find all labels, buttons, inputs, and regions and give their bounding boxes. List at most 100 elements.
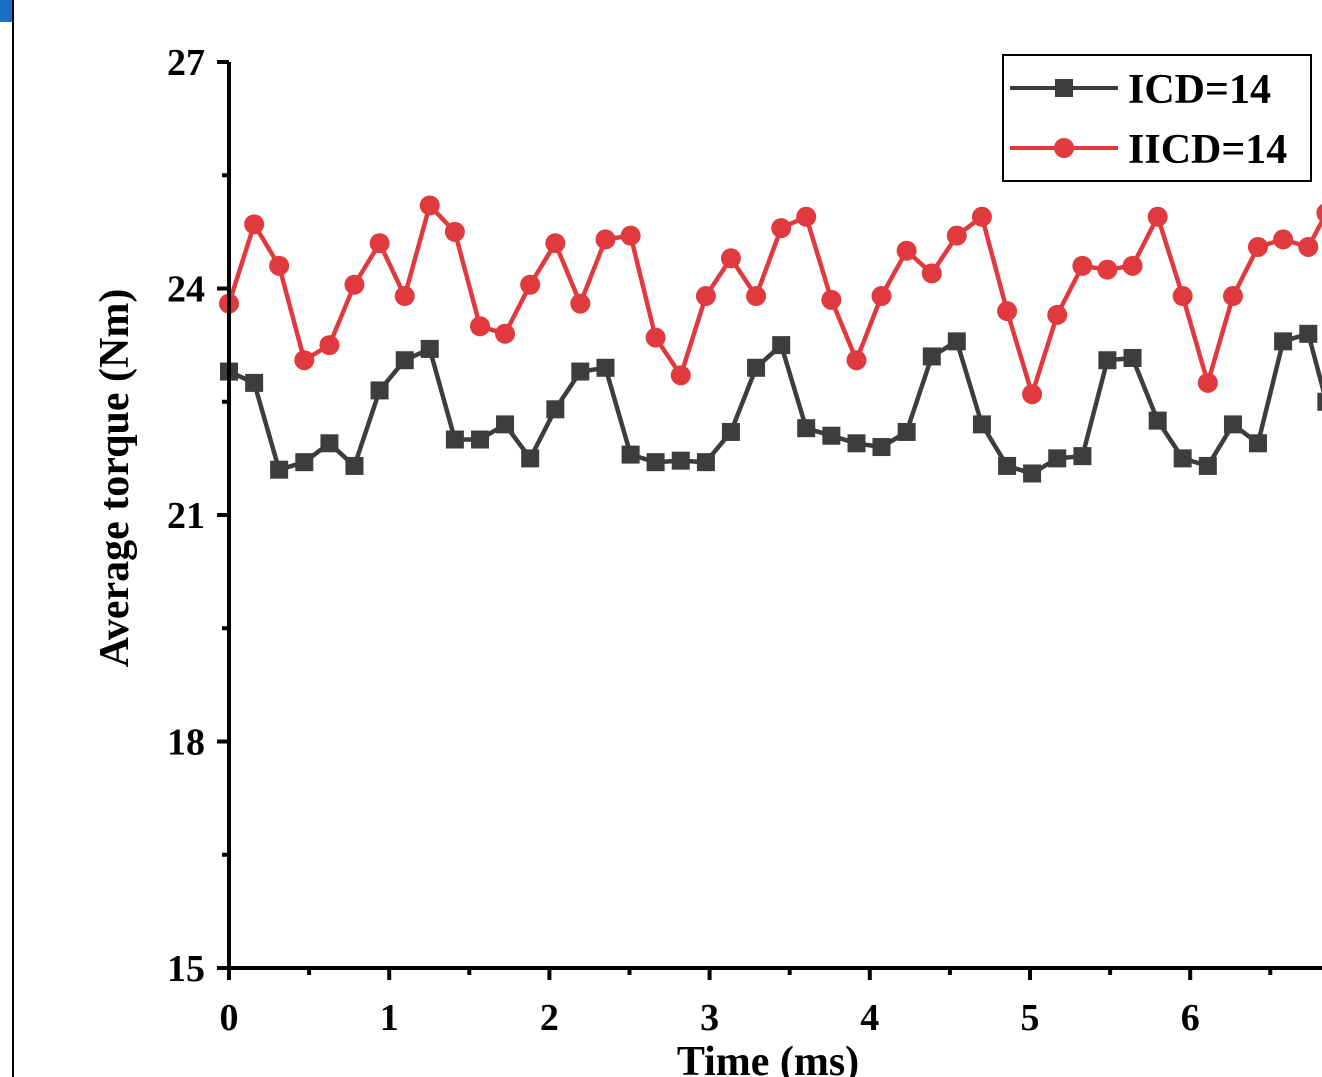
data-point-iicd-14	[1047, 304, 1068, 325]
data-point-iicd-14	[645, 327, 666, 348]
y-tick-label: 18	[167, 722, 205, 764]
data-point-icd-14	[872, 438, 891, 457]
data-point-iicd-14	[1298, 236, 1319, 257]
legend-marker-icd	[1055, 79, 1073, 97]
data-point-iicd-14	[695, 286, 716, 307]
data-point-iicd-14	[1316, 204, 1322, 222]
data-point-icd-14	[245, 373, 264, 392]
y-axis-ticks: 15 18 21 24 27	[167, 42, 229, 990]
data-point-iicd-14	[720, 248, 741, 269]
data-point-icd-14	[521, 449, 540, 468]
data-point-icd-14	[1048, 449, 1067, 468]
data-point-iicd-14	[821, 289, 842, 310]
x-tick-label: 2	[540, 997, 559, 1039]
x-tick-label: 0	[220, 997, 239, 1039]
data-point-icd-14	[772, 336, 791, 355]
data-point-iicd-14	[1197, 372, 1218, 393]
left-edge-blue-block	[0, 0, 13, 22]
x-tick-label: 5	[1021, 997, 1040, 1039]
data-point-icd-14	[1223, 415, 1242, 434]
data-point-iicd-14	[369, 233, 390, 254]
data-point-icd-14	[1198, 456, 1217, 475]
data-point-iicd-14	[1097, 259, 1118, 280]
legend: ICD=14 IICD=14	[1002, 54, 1312, 182]
series-layer	[219, 195, 1322, 483]
data-point-iicd-14	[269, 255, 290, 276]
data-point-icd-14	[345, 456, 364, 475]
data-point-icd-14	[947, 332, 966, 351]
data-point-icd-14	[546, 400, 565, 419]
data-point-icd-14	[671, 451, 690, 470]
data-point-iicd-14	[545, 233, 566, 254]
data-point-iicd-14	[871, 286, 892, 307]
data-point-icd-14	[998, 456, 1017, 475]
left-edge-strip	[0, 0, 14, 1077]
data-point-iicd-14	[921, 263, 942, 284]
data-point-iicd-14	[244, 214, 265, 235]
legend-box	[1002, 54, 1312, 182]
data-point-iicd-14	[1122, 255, 1143, 276]
data-point-iicd-14	[1147, 206, 1168, 227]
data-point-icd-14	[395, 351, 414, 370]
data-point-icd-14	[621, 445, 640, 464]
data-point-icd-14	[295, 453, 314, 472]
data-point-iicd-14	[997, 301, 1018, 322]
data-point-iicd-14	[595, 229, 616, 250]
data-point-icd-14	[1148, 411, 1167, 430]
data-point-icd-14	[696, 453, 715, 472]
data-point-icd-14	[922, 347, 941, 366]
data-point-iicd-14	[896, 240, 917, 261]
y-tick-label: 21	[167, 495, 205, 537]
y-tick-label: 27	[167, 42, 205, 84]
data-point-icd-14	[897, 422, 916, 441]
data-point-icd-14	[747, 358, 766, 377]
data-point-iicd-14	[1222, 286, 1243, 307]
x-tick-label: 3	[700, 997, 719, 1039]
data-point-iicd-14	[771, 218, 792, 239]
legend-label-icd: ICD=14	[1128, 67, 1271, 113]
data-point-iicd-14	[746, 286, 767, 307]
data-point-iicd-14	[1072, 255, 1093, 276]
data-point-iicd-14	[670, 365, 691, 386]
data-point-icd-14	[1299, 324, 1318, 343]
data-point-icd-14	[1248, 434, 1267, 453]
data-point-iicd-14	[971, 206, 992, 227]
data-point-iicd-14	[570, 293, 591, 314]
data-point-icd-14	[1173, 449, 1192, 468]
data-point-icd-14	[571, 362, 590, 381]
data-point-iicd-14	[1172, 286, 1193, 307]
data-point-icd-14	[1274, 332, 1293, 351]
data-point-icd-14	[1317, 392, 1322, 411]
data-point-icd-14	[420, 339, 439, 358]
data-point-iicd-14	[495, 323, 516, 344]
data-point-iicd-14	[520, 274, 541, 295]
data-point-icd-14	[370, 381, 389, 400]
data-point-icd-14	[270, 460, 289, 479]
x-tick-label: 4	[860, 997, 879, 1039]
data-point-iicd-14	[796, 206, 817, 227]
series-line-icd-14	[228, 331, 1322, 476]
x-axis-title: Time (ms)	[677, 1039, 859, 1077]
legend-marker-iicd	[1054, 138, 1074, 158]
data-point-icd-14	[721, 422, 740, 441]
series-icd-14	[220, 324, 1322, 483]
data-point-icd-14	[496, 415, 515, 434]
data-point-icd-14	[320, 434, 339, 453]
x-tick-label: 6	[1181, 997, 1200, 1039]
y-tick-label: 24	[167, 269, 205, 311]
data-point-icd-14	[1123, 348, 1142, 367]
y-tick-label: 15	[167, 948, 205, 990]
data-point-iicd-14	[319, 335, 340, 356]
data-point-iicd-14	[344, 274, 365, 295]
y-axis-title: Average torque (Nm)	[92, 289, 138, 668]
data-point-icd-14	[596, 358, 615, 377]
data-point-icd-14	[646, 453, 665, 472]
data-point-icd-14	[1023, 464, 1042, 483]
data-point-icd-14	[822, 426, 841, 445]
legend-label-iicd: IICD=14	[1128, 127, 1287, 173]
x-axis-ticks: 0 1 2 3 4 5 6	[220, 968, 1273, 1039]
data-point-icd-14	[797, 419, 816, 438]
x-tick-label: 1	[380, 997, 399, 1039]
data-point-iicd-14	[1022, 384, 1043, 405]
